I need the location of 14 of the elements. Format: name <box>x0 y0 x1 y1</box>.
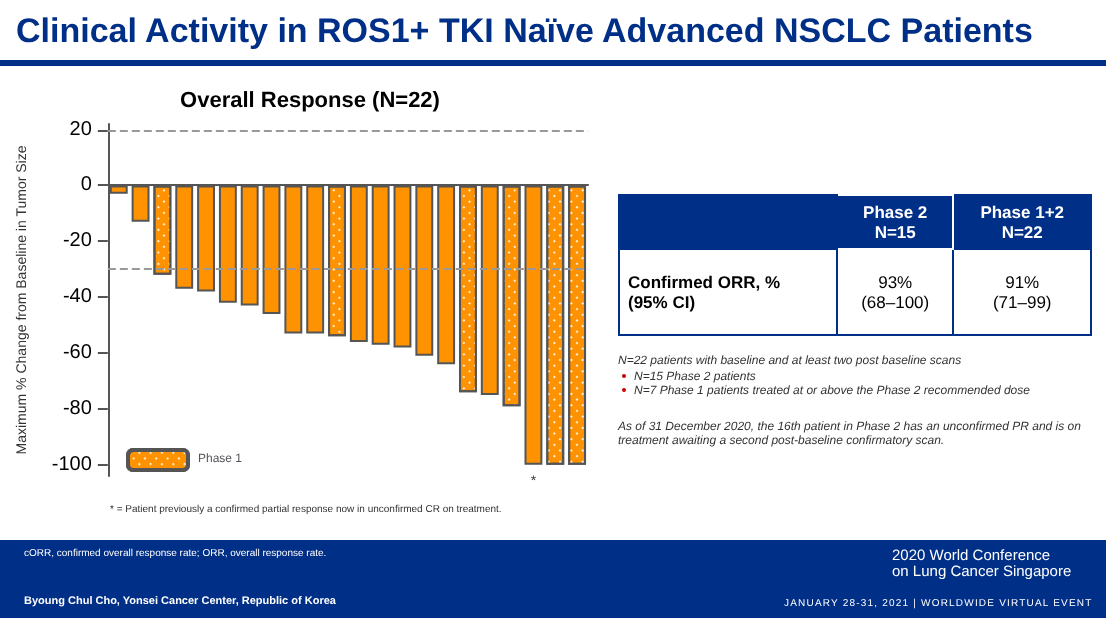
y-tick-label: -40 <box>62 286 93 309</box>
chart-subtitle: Overall Response (N=22) <box>180 89 441 113</box>
y-tick-label: -80 <box>62 397 93 420</box>
y-tick-label: -100 <box>51 453 93 476</box>
text: 91% (71–99) <box>953 249 1091 335</box>
y-tick-label: 0 <box>80 174 93 197</box>
text: Confirmed ORR, % (95% CI) <box>619 249 837 335</box>
chart-title: Clinical Activity in ROS1+ TKI Naïve Advanced NSCLC Patients <box>16 12 1033 52</box>
text: Phase 2 N=15 <box>837 195 954 249</box>
y-tick-label: -60 <box>62 342 93 365</box>
text: 93% (68–100) <box>837 249 954 335</box>
y-tick-label: 20 <box>69 118 93 141</box>
y-tick-label: -20 <box>62 230 93 253</box>
text: Phase 1+2 N=22 <box>953 195 1091 249</box>
